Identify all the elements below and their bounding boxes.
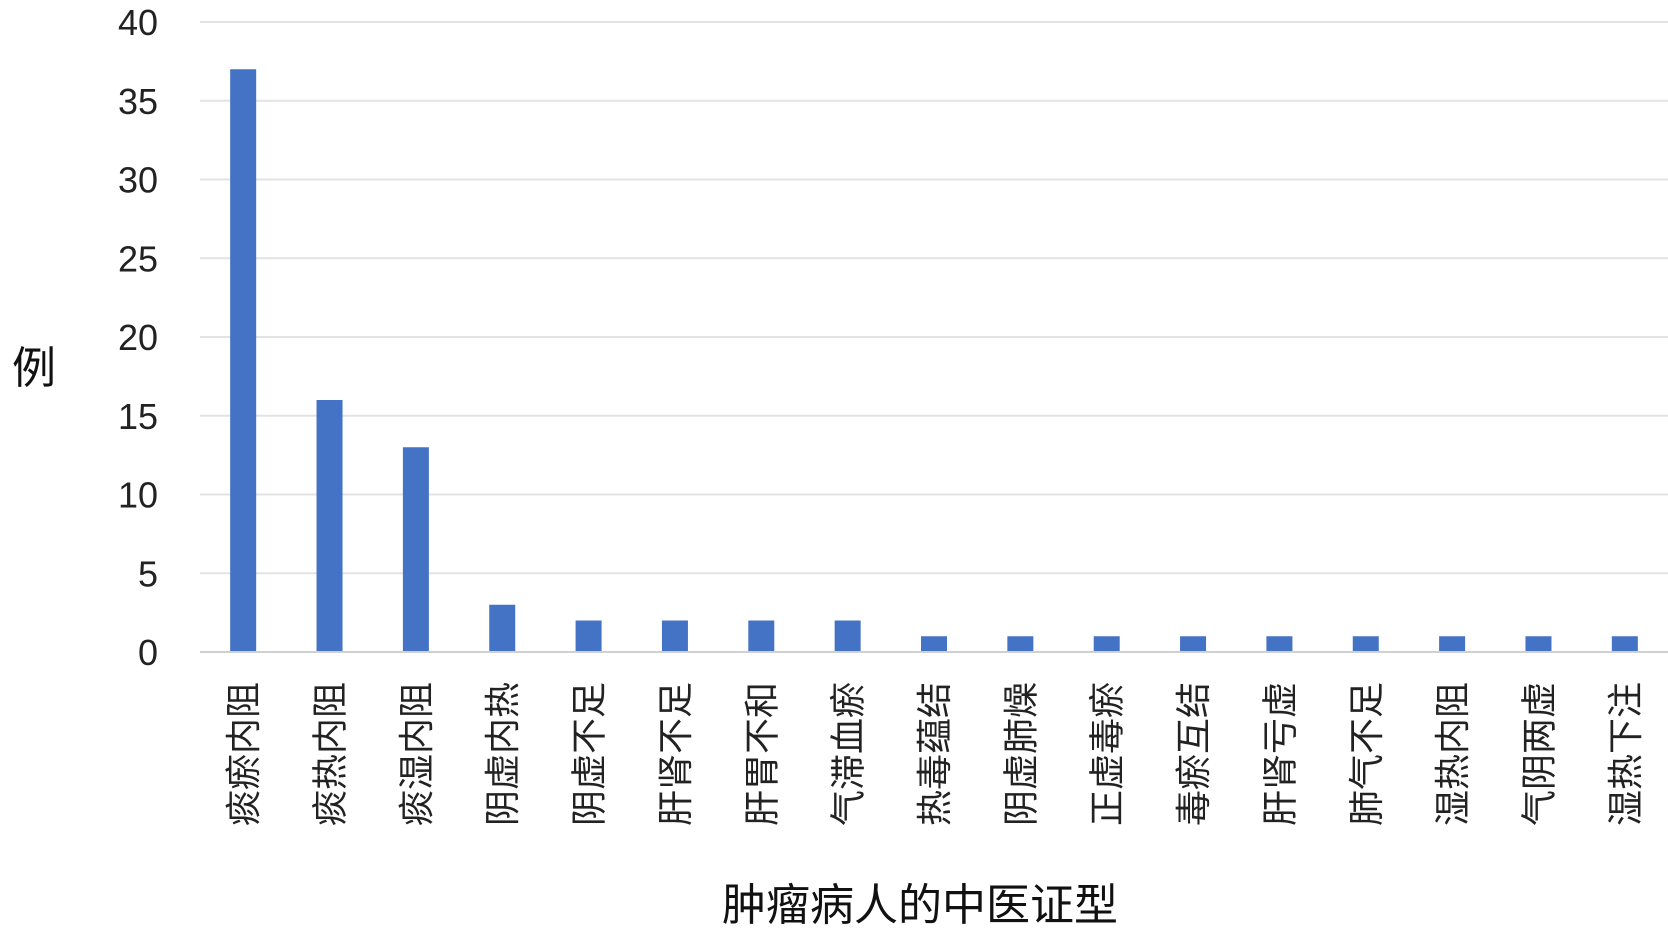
bar-17 <box>1611 636 1638 652</box>
y-tick-label: 10 <box>118 475 158 516</box>
bar-4 <box>489 604 516 652</box>
x-category-label: 气阴两虚 <box>1519 682 1560 826</box>
bar-15 <box>1439 636 1466 652</box>
x-category-label: 阴虚肺燥 <box>1001 682 1042 826</box>
x-axis-title: 肿瘤病人的中医证型 <box>722 880 1118 931</box>
y-tick-label: 20 <box>118 317 158 358</box>
x-category-label: 湿热内阻 <box>1433 682 1474 826</box>
bar-10 <box>1007 636 1034 652</box>
bar-16 <box>1525 636 1552 652</box>
x-category-label: 肺气不足 <box>1347 682 1388 826</box>
x-category-label: 肝肾不足 <box>656 682 697 826</box>
x-category-label: 痰热内阻 <box>311 682 352 826</box>
bar-5 <box>575 620 602 652</box>
bar-13 <box>1266 636 1293 652</box>
x-category-label: 气滞血瘀 <box>829 682 870 826</box>
y-tick-label: 35 <box>118 81 158 122</box>
y-tick-label: 15 <box>118 396 158 437</box>
bar-6 <box>661 620 688 652</box>
x-category-label: 正虚毒瘀 <box>1088 682 1129 826</box>
x-axis-category-labels: 痰瘀内阻 痰热内阻 痰湿内阻 阴虚内热 阴虚不足 肝肾不足 肝胃不和 气滞血瘀 热毒蕴结 阴虚肺燥… <box>224 682 1647 826</box>
x-category-label: 热毒蕴结 <box>915 682 956 826</box>
bar-9 <box>921 636 947 652</box>
bar-11 <box>1093 636 1120 652</box>
bar-12 <box>1180 636 1207 652</box>
x-category-label: 阴虚内热 <box>483 682 524 826</box>
y-tick-label: 40 <box>118 2 158 43</box>
x-category-label: 肝肾亏虚 <box>1260 682 1301 826</box>
bar-3 <box>402 447 429 652</box>
bar-2 <box>316 400 343 652</box>
y-tick-label: 30 <box>118 160 158 201</box>
y-tick-label: 25 <box>118 238 158 279</box>
x-category-label: 阴虚不足 <box>570 682 611 826</box>
y-tick-label: 5 <box>138 553 158 594</box>
x-category-label: 湿热下注 <box>1606 682 1647 826</box>
bars <box>230 69 1638 652</box>
bar-7 <box>748 620 775 652</box>
x-category-label: 痰瘀内阻 <box>224 682 265 826</box>
x-category-label: 肝胃不和 <box>742 682 783 826</box>
bar-1 <box>230 69 257 652</box>
bar-8 <box>834 620 861 652</box>
y-axis-title: 例 <box>12 343 56 394</box>
x-category-label: 痰湿内阻 <box>397 682 438 826</box>
gridlines <box>200 21 1668 575</box>
y-tick-label: 0 <box>138 632 158 673</box>
bar-14 <box>1352 636 1379 652</box>
y-axis-ticks: 0 5 10 15 20 25 30 35 40 <box>118 2 158 673</box>
x-category-label: 毒瘀互结 <box>1174 682 1215 826</box>
